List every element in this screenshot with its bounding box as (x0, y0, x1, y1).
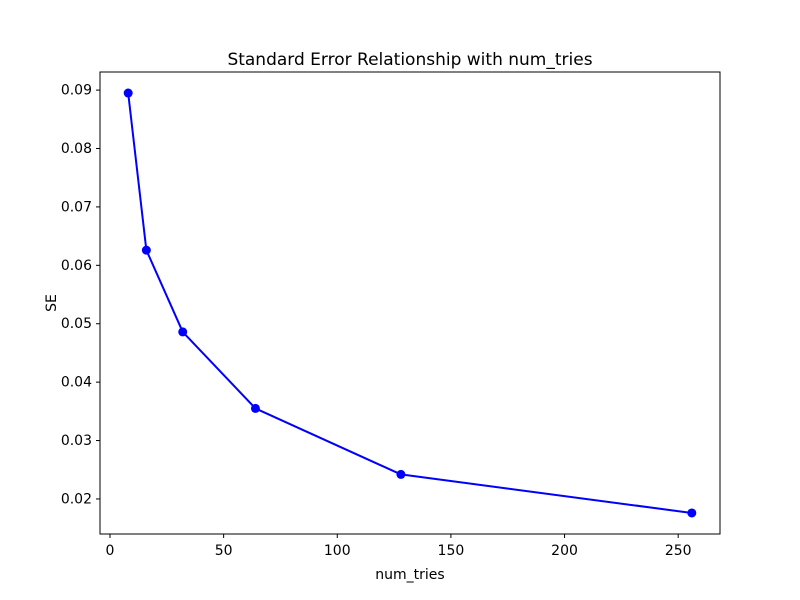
axes-layer: 0 50 100 150 200 250 0.02 0.03 0.04 0.05 0.06 0.07 0… (61, 71, 721, 559)
data-point-marker (250, 403, 260, 413)
data-point-marker (123, 88, 133, 98)
data-point-marker (396, 469, 406, 479)
series-line (127, 92, 692, 514)
x-tick-label: 200 (551, 543, 578, 559)
x-tick-label: 100 (324, 543, 351, 559)
y-tick-label: 0.06 (61, 258, 92, 274)
y-axis-label: SE (44, 294, 60, 312)
y-tick-label: 0.02 (61, 491, 92, 507)
y-tick-label: 0.07 (61, 199, 92, 215)
plot-frame (99, 71, 721, 535)
x-axis-label: num_tries (375, 567, 444, 583)
y-tick-label: 0.08 (61, 141, 92, 157)
x-tick-label: 150 (438, 543, 465, 559)
data-point-marker (141, 245, 151, 255)
x-tick-label: 250 (665, 543, 692, 559)
data-point-marker (178, 327, 188, 337)
data-point-marker (687, 508, 697, 518)
y-tick-label: 0.03 (61, 433, 92, 449)
y-tick-label: 0.09 (61, 83, 92, 99)
y-tick-label: 0.04 (61, 375, 92, 391)
data-series-layer (123, 88, 697, 518)
y-tick-label: 0.05 (61, 316, 92, 332)
x-tick-label: 0 (106, 543, 115, 559)
chart-title: Standard Error Relationship with num_tri… (227, 50, 592, 70)
x-tick-label: 50 (215, 543, 233, 559)
